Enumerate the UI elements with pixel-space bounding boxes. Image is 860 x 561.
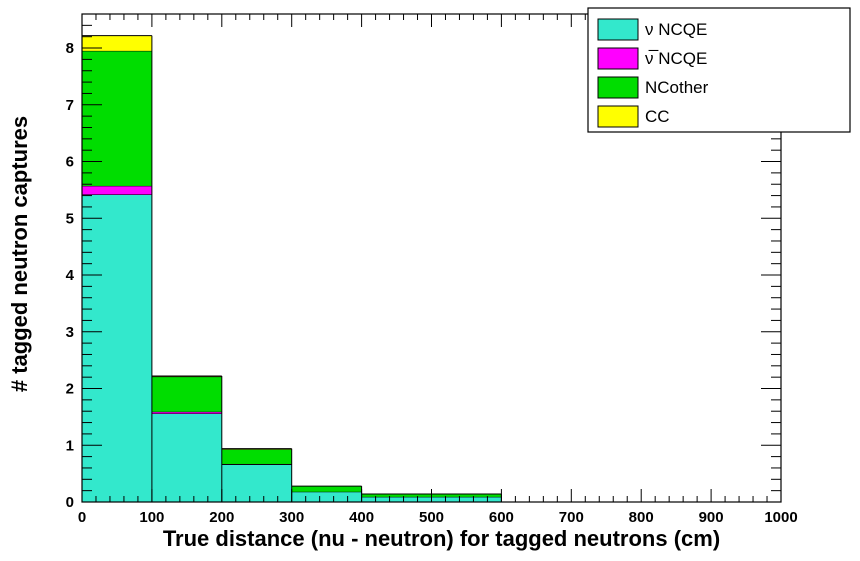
bar-s2-bin0 — [82, 50, 152, 186]
bar-s0-bin3 — [291, 491, 362, 502]
y-axis-title: # tagged neutron captures — [7, 116, 32, 392]
legend-entry-label: ν̅ NCQE — [645, 49, 707, 68]
x-tick-label: 100 — [139, 509, 164, 526]
legend-entry-label: CC — [645, 107, 670, 126]
bar-s2-bin5 — [431, 494, 502, 497]
bar-s0-bin4 — [361, 496, 432, 502]
y-tick-label: 1 — [66, 437, 74, 454]
legend-entry-label: NCother — [645, 78, 709, 97]
y-tick-label: 6 — [66, 154, 74, 171]
y-tick-label: 7 — [66, 97, 74, 114]
x-axis-title: True distance (nu - neutron) for tagged … — [163, 526, 720, 551]
bar-s1-bin0 — [82, 185, 152, 195]
legend-swatch — [597, 18, 639, 41]
bar-s2-bin3 — [291, 486, 362, 492]
x-tick-label: 500 — [419, 509, 444, 526]
legend-entry-label: ν NCQE — [645, 20, 707, 39]
bar-s0-bin5 — [431, 496, 502, 502]
x-tick-label: 200 — [209, 509, 234, 526]
x-tick-label: 0 — [78, 509, 86, 526]
x-tick-label: 900 — [699, 509, 724, 526]
y-tick-label: 3 — [66, 324, 74, 341]
y-tick-label: 2 — [66, 381, 74, 398]
legend-swatch — [597, 105, 639, 128]
ticks-layer: 0 100 200 300 400 500 600 700 800 900 1000 0 1 2 3 4 5 6 7… — [66, 14, 798, 526]
x-tick-label: 300 — [279, 509, 304, 526]
legend: ν NCQE ν̅ NCQE NCother CC — [587, 7, 851, 133]
x-tick-label: 1000 — [764, 509, 797, 526]
bar-s1-bin1 — [151, 411, 222, 414]
bar-s0-bin2 — [221, 464, 292, 502]
legend-swatch — [597, 76, 639, 99]
x-tick-label: 800 — [629, 509, 654, 526]
legend-swatch — [597, 47, 639, 70]
y-tick-label: 5 — [66, 210, 74, 227]
x-tick-label: 600 — [489, 509, 514, 526]
bar-s3-bin0 — [82, 35, 152, 51]
bar-s0-bin0 — [82, 194, 152, 502]
y-tick-label: 8 — [66, 40, 74, 57]
bar-s2-bin1 — [151, 376, 222, 412]
x-tick-label: 700 — [559, 509, 584, 526]
y-tick-label: 4 — [66, 267, 75, 284]
bars-layer — [81, 35, 502, 502]
bar-s0-bin1 — [151, 413, 222, 502]
bar-s2-bin2 — [221, 449, 292, 464]
y-tick-label: 0 — [66, 494, 74, 511]
x-tick-label: 400 — [349, 509, 374, 526]
bar-s2-bin4 — [361, 494, 432, 497]
